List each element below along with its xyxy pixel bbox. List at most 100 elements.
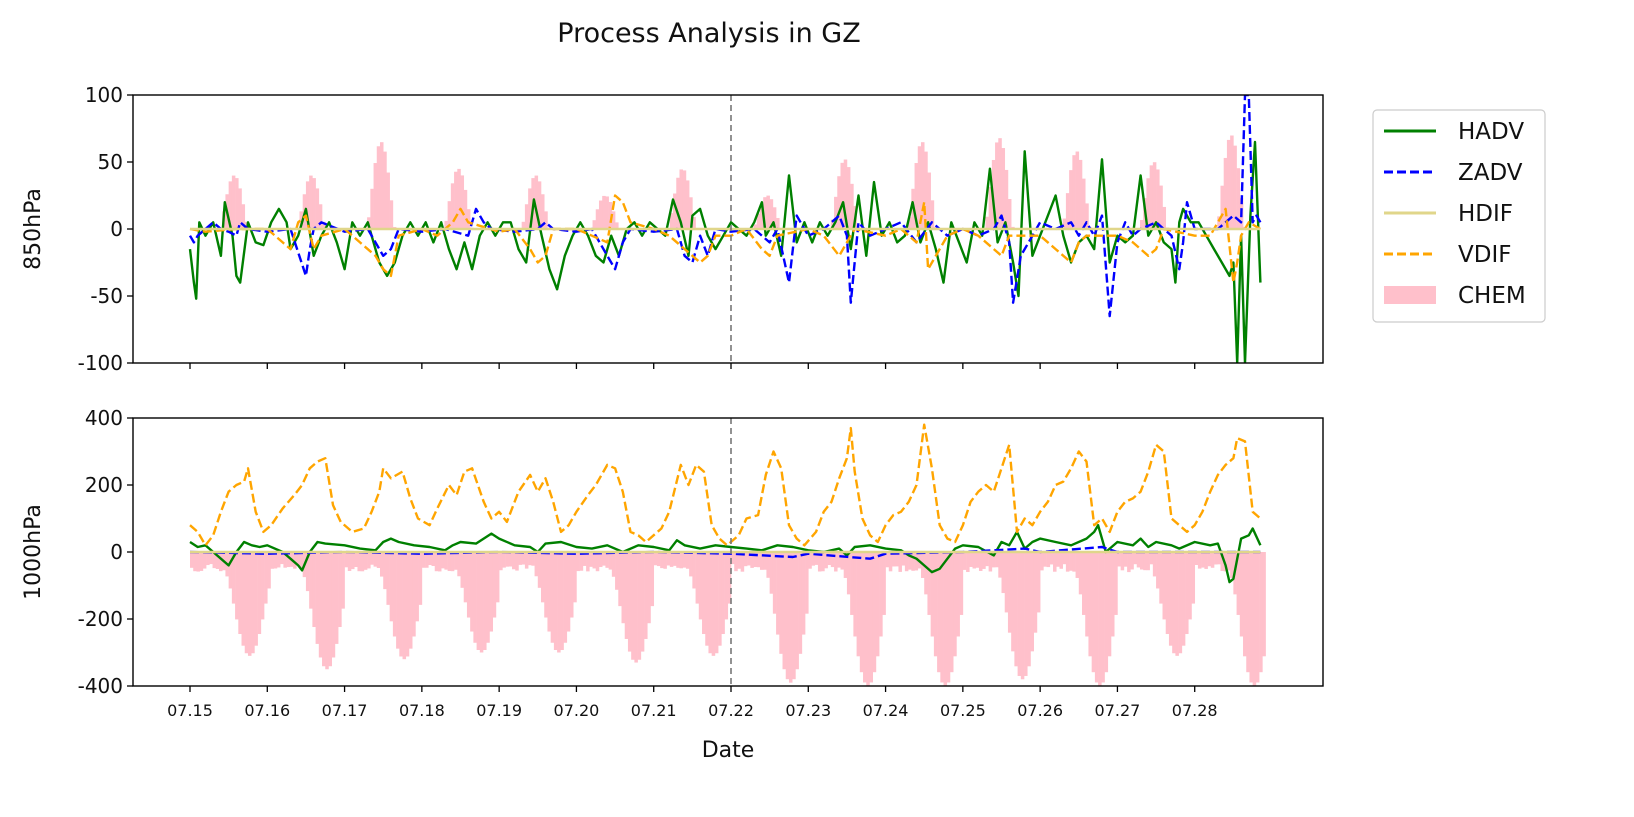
chem-bar xyxy=(1088,552,1092,656)
chem-bar xyxy=(773,552,777,614)
chem-bar xyxy=(1201,552,1205,568)
chem-bar xyxy=(209,552,213,564)
chem-bar xyxy=(374,163,378,229)
chem-bar xyxy=(1079,160,1083,229)
chem-bar xyxy=(712,552,716,656)
chem-bar xyxy=(599,201,603,229)
chem-bar xyxy=(261,552,265,619)
chem-bar xyxy=(657,552,661,566)
chem-bar xyxy=(924,152,928,229)
chem-bar xyxy=(1172,552,1176,653)
chem-bar xyxy=(386,173,390,229)
chem-bar xyxy=(332,552,336,657)
chem-bar xyxy=(1043,552,1047,567)
chem-bar xyxy=(461,552,465,588)
y-axis-label-850hpa: 850hPa xyxy=(21,188,46,270)
chem-bar xyxy=(1130,552,1134,569)
y-tick-label: 0 xyxy=(110,540,123,564)
chem-bar xyxy=(673,552,677,566)
chem-bar xyxy=(985,552,989,566)
x-tick-label: 07.18 xyxy=(399,701,445,720)
chem-bar xyxy=(1008,199,1012,229)
chem-bar xyxy=(319,204,323,229)
chem-bar xyxy=(1098,552,1102,686)
chem-bar xyxy=(531,552,535,566)
chem-bar xyxy=(702,552,706,634)
chem-bar xyxy=(847,167,851,229)
chem-bar xyxy=(670,552,674,567)
chem-bar xyxy=(235,178,239,229)
chem-bar xyxy=(258,552,262,634)
legend-label: HDIF xyxy=(1458,201,1513,227)
chem-bar xyxy=(805,552,809,614)
chem-bar xyxy=(879,552,883,636)
chem-bar xyxy=(489,552,493,632)
chem-bar xyxy=(654,552,658,565)
y-tick-label: -100 xyxy=(78,351,123,375)
chem-bar xyxy=(1153,162,1157,229)
chem-bar xyxy=(889,552,893,571)
chem-bar xyxy=(985,217,989,229)
chem-bar xyxy=(1150,552,1154,564)
chem-bar xyxy=(1195,552,1199,565)
chem-bar xyxy=(831,552,835,567)
chem-bar xyxy=(1108,552,1112,656)
chem-bar xyxy=(1063,552,1067,564)
y-ticks-1000hpa: 4002000-200-400 xyxy=(78,406,133,698)
chem-bar xyxy=(963,552,967,570)
chem-bar xyxy=(248,552,252,656)
chem-bar xyxy=(1233,146,1237,229)
chem-bar xyxy=(238,552,242,634)
chem-bar xyxy=(357,552,361,571)
chem-bar xyxy=(708,552,712,653)
chem-bar xyxy=(486,552,490,643)
chem-bar xyxy=(367,552,371,568)
x-tick-label: 07.19 xyxy=(476,701,522,720)
chem-bar xyxy=(1230,136,1234,230)
chem-bar xyxy=(982,552,986,569)
chem-bar xyxy=(515,552,519,571)
chem-bar xyxy=(1085,552,1089,636)
chem-bar xyxy=(522,552,526,565)
chem-bar xyxy=(1159,186,1163,229)
x-tick-label: 07.27 xyxy=(1095,701,1141,720)
chem-bar xyxy=(1056,552,1060,567)
chem-bar xyxy=(1182,552,1186,646)
chem-bar xyxy=(361,552,365,571)
chem-bar xyxy=(1076,152,1080,229)
chem-bar xyxy=(1040,552,1044,570)
chem-bar xyxy=(776,552,780,635)
chem-bar xyxy=(1150,165,1154,229)
chem-bar xyxy=(1002,552,1006,593)
chem-bar xyxy=(464,552,468,602)
legend-label: ZADV xyxy=(1458,160,1523,186)
chem-bar xyxy=(1105,552,1109,672)
chem-bar xyxy=(686,552,690,569)
chem-bar xyxy=(628,552,632,652)
chem-bar xyxy=(927,173,931,229)
chem-bar xyxy=(1101,552,1105,682)
chem-bar xyxy=(898,552,902,572)
chem-bar xyxy=(850,184,854,229)
chem-bar xyxy=(1249,552,1253,682)
chem-bar xyxy=(390,200,394,229)
chem-bar xyxy=(1188,552,1192,619)
chem-bar xyxy=(776,218,780,229)
chem-bar xyxy=(251,552,255,653)
chem-bar xyxy=(396,552,400,649)
y-tick-label: 50 xyxy=(98,150,123,174)
chem-bar xyxy=(795,552,799,669)
chem-bar xyxy=(403,552,407,659)
chem-bar xyxy=(1079,552,1083,594)
chem-bar xyxy=(660,552,664,568)
chem-bar xyxy=(473,552,477,643)
chem-bar xyxy=(277,552,281,567)
chem-bar xyxy=(1024,552,1028,676)
chem-bar xyxy=(1037,552,1041,612)
chem-bar xyxy=(718,552,722,646)
chem-bar xyxy=(370,189,374,229)
chem-bar xyxy=(341,552,345,609)
chem-bar xyxy=(377,552,381,568)
chem-bar xyxy=(1005,170,1009,229)
chem-bar xyxy=(725,552,729,619)
